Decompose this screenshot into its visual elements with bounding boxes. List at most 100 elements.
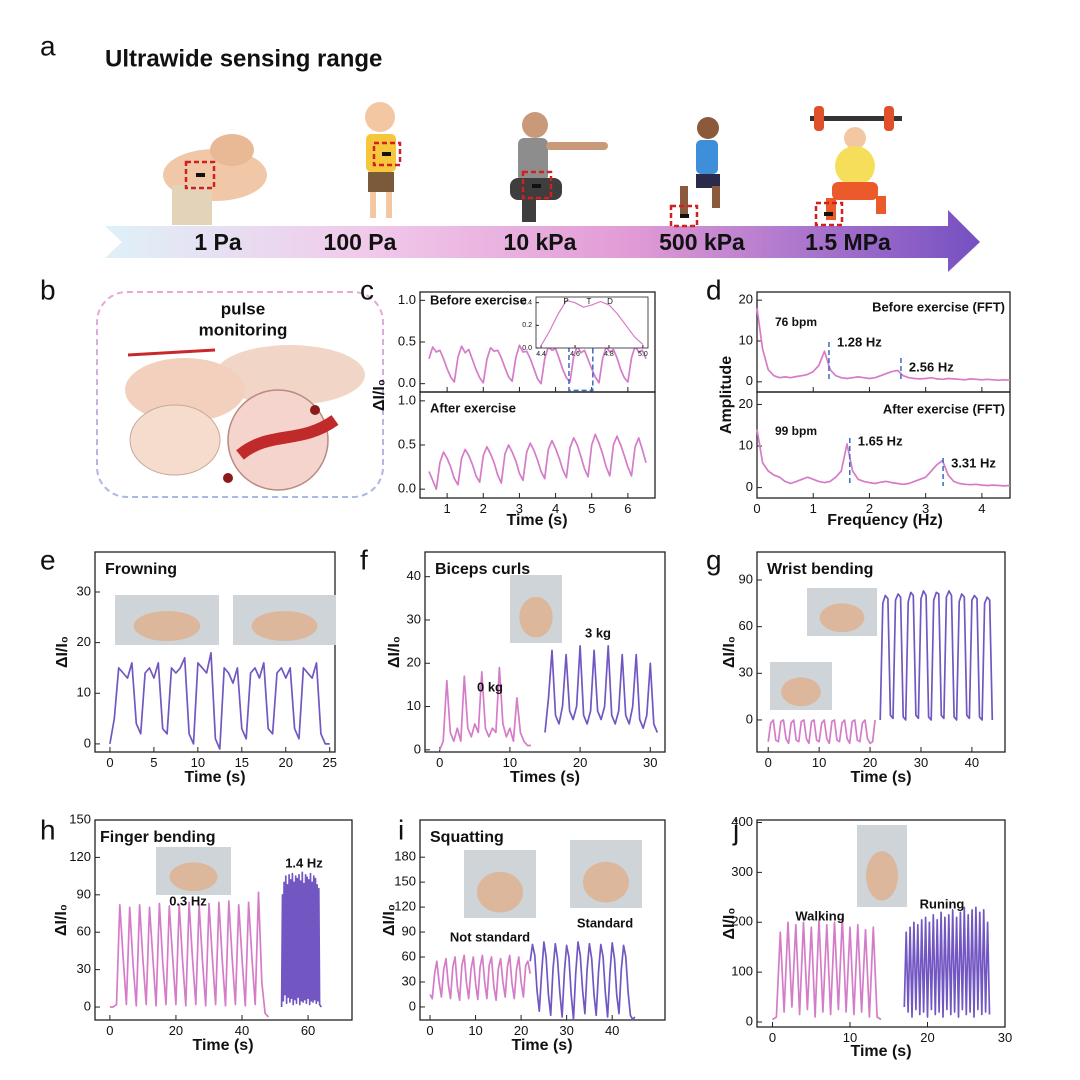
x-tick-label: 6 xyxy=(624,501,631,516)
illustration xyxy=(310,405,320,415)
panel-letter: c xyxy=(360,274,374,305)
x-tick-label: 4.6 xyxy=(570,351,580,358)
y-tick-label: 0 xyxy=(746,711,753,726)
panel-letter: g xyxy=(706,544,722,575)
x-tick-label: 4.8 xyxy=(604,351,614,358)
pressure-label: 1.5 MPa xyxy=(805,229,891,255)
y-tick-label: 10 xyxy=(739,437,753,452)
pressure-label: 10 kPa xyxy=(504,229,577,255)
y-tick-label: 90 xyxy=(77,886,91,901)
x-axis-label: Time (s) xyxy=(192,1037,253,1054)
y-tick-label: 10 xyxy=(77,685,91,700)
illustrations xyxy=(163,102,902,228)
y-tick-label: 30 xyxy=(739,665,753,680)
sensor-box xyxy=(669,204,699,228)
x-tick-label: 0 xyxy=(106,755,113,770)
photo xyxy=(819,603,865,633)
illustration xyxy=(210,134,254,166)
panel-letter: b xyxy=(40,274,56,305)
data-line xyxy=(767,719,876,745)
photo xyxy=(133,611,201,641)
illustration xyxy=(826,198,836,220)
x-axis-label: Time (s) xyxy=(850,1043,911,1060)
x-tick-label: 20 xyxy=(573,755,587,770)
y-axis-label: ΔI/I₀ xyxy=(721,907,738,939)
panel-letter: d xyxy=(706,274,722,305)
illustration xyxy=(835,146,875,186)
peak-label: 1.28 Hz xyxy=(837,334,882,349)
photo xyxy=(781,677,821,707)
data-line xyxy=(438,666,531,751)
x-tick-label: 4.4 xyxy=(536,351,546,358)
illustration xyxy=(366,134,396,172)
pulse-illustration xyxy=(125,345,365,491)
x-tick-label: 20 xyxy=(920,1030,934,1045)
y-tick-label: 0 xyxy=(746,1013,753,1028)
annotation: 1.4 Hz xyxy=(285,855,323,870)
photo xyxy=(251,611,318,641)
annotation: Not standard xyxy=(450,929,530,944)
x-tick-label: 0 xyxy=(765,755,772,770)
caption: monitoring xyxy=(199,320,288,339)
x-tick-label: 20 xyxy=(169,1023,183,1038)
x-tick-label: 0 xyxy=(106,1023,113,1038)
data-line xyxy=(280,871,323,1008)
annotation: 0 kg xyxy=(477,679,503,694)
x-tick-label: 1 xyxy=(443,501,450,516)
y-tick-label: 60 xyxy=(77,924,91,939)
y-tick-label: 200 xyxy=(731,914,753,929)
illustration xyxy=(522,112,548,138)
subplot-title: After exercise xyxy=(430,400,516,415)
sensor xyxy=(532,184,541,188)
x-axis-label: Time (s) xyxy=(511,1037,572,1054)
pulse-box xyxy=(96,291,384,498)
x-tick-label: 4 xyxy=(978,501,985,516)
x-tick-label: 20 xyxy=(279,755,293,770)
plot-frame xyxy=(756,391,1011,499)
illustration xyxy=(832,182,878,200)
photo xyxy=(866,851,898,901)
x-tick-label: 40 xyxy=(235,1023,249,1038)
illustration xyxy=(172,185,212,225)
panel-letter: a xyxy=(40,30,56,61)
panel-title: Ultrawide sensing range xyxy=(105,45,382,72)
y-axis-label: Amplitude xyxy=(718,356,735,434)
sensor-box xyxy=(814,201,844,227)
panel-letter: i xyxy=(398,814,404,845)
illustration xyxy=(876,196,886,214)
data-line xyxy=(540,299,644,347)
y-tick-label: 120 xyxy=(69,849,91,864)
x-tick-label: 60 xyxy=(301,1023,315,1038)
photo xyxy=(169,862,218,892)
x-tick-label: 5.0 xyxy=(638,351,648,358)
inset-label: P xyxy=(563,297,568,306)
y-tick-label: 20 xyxy=(407,655,421,670)
y-tick-label: 30 xyxy=(402,973,416,988)
panel-letter: h xyxy=(40,814,56,845)
y-tick-label: 0 xyxy=(409,998,416,1013)
y-tick-label: 30 xyxy=(407,611,421,626)
chart-title: Squatting xyxy=(430,829,504,846)
x-axis-label: Time (s) xyxy=(850,769,911,786)
photo xyxy=(519,596,553,638)
x-tick-label: 2 xyxy=(866,501,873,516)
y-tick-label: 10 xyxy=(407,698,421,713)
data-line xyxy=(772,916,882,1021)
caption: pulse xyxy=(221,299,265,318)
plot-frame xyxy=(756,819,1006,1028)
y-tick-label: 180 xyxy=(394,849,416,864)
x-tick-label: 40 xyxy=(605,1023,619,1038)
data-line xyxy=(529,941,636,1021)
x-tick-label: 5 xyxy=(150,755,157,770)
sensor xyxy=(382,152,391,156)
x-tick-label: 0 xyxy=(769,1030,776,1045)
photo xyxy=(582,861,630,903)
data-line xyxy=(903,906,991,1018)
illustration xyxy=(697,117,719,139)
y-tick-label: 30 xyxy=(77,583,91,598)
y-tick-label: 20 xyxy=(739,292,753,307)
y-tick-label: 0 xyxy=(84,998,91,1013)
bpm-note: 99 bpm xyxy=(775,424,817,438)
